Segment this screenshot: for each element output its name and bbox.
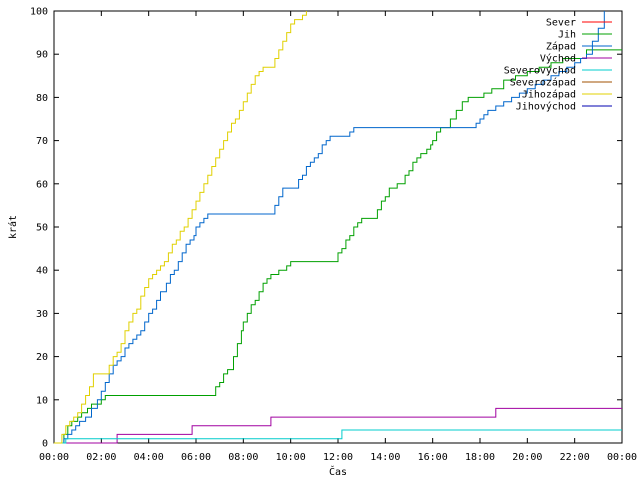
x-tick-label: 08:00 [228, 452, 258, 463]
y-tick-label: 90 [36, 50, 48, 61]
legend-label: Jih [558, 30, 576, 41]
legend-label: Severovýchod [504, 65, 576, 77]
y-tick-label: 70 [36, 136, 48, 147]
series-line-vychod [54, 407, 622, 444]
y-tick-label: 20 [36, 352, 48, 363]
x-tick-label: 00:00 [39, 452, 69, 463]
y-tick-label: 100 [30, 7, 48, 18]
x-tick-label: 16:00 [418, 452, 448, 463]
legend-label: Severozápad [510, 77, 576, 89]
x-tick-label: 02:00 [86, 452, 116, 463]
legend: SeverJihZápadVýchodSeverovýchodSeverozáp… [504, 18, 612, 113]
y-tick-label: 50 [36, 223, 48, 234]
series-line-severovychod [54, 429, 622, 444]
y-axis-label: krát [7, 215, 19, 239]
series-line-jih [57, 49, 622, 444]
series-line-zapad [59, 11, 605, 444]
series-lines [54, 11, 622, 444]
x-tick-label: 12:00 [323, 452, 353, 463]
x-tick-label: 00:00 [607, 452, 637, 463]
legend-label: Západ [546, 41, 576, 53]
legend-label: Východ [540, 53, 576, 65]
x-tick-label: 18:00 [465, 452, 495, 463]
y-tick-label: 0 [42, 439, 48, 450]
series-line-jihozapad [54, 11, 307, 444]
x-axis-label: Čas [329, 465, 347, 478]
x-tick-label: 04:00 [134, 452, 164, 463]
legend-label: Sever [546, 18, 576, 29]
x-tick-label: 22:00 [560, 452, 590, 463]
x-tick-label: 14:00 [370, 452, 400, 463]
x-tick-label: 10:00 [276, 452, 306, 463]
x-tick-label: 06:00 [181, 452, 211, 463]
legend-label: Jihovýchod [516, 101, 576, 113]
legend-label: Jihozápad [522, 89, 576, 101]
y-tick-label: 80 [36, 93, 48, 104]
y-tick-label: 10 [36, 395, 48, 406]
x-tick-label: 20:00 [512, 452, 542, 463]
y-tick-label: 40 [36, 266, 48, 277]
y-tick-label: 60 [36, 179, 48, 190]
y-tick-label: 30 [36, 309, 48, 320]
axis-ticks: 0 10 20 30 40 50 60 70 80 90 100 00:00 02:00 04:00 06:… [30, 7, 637, 464]
